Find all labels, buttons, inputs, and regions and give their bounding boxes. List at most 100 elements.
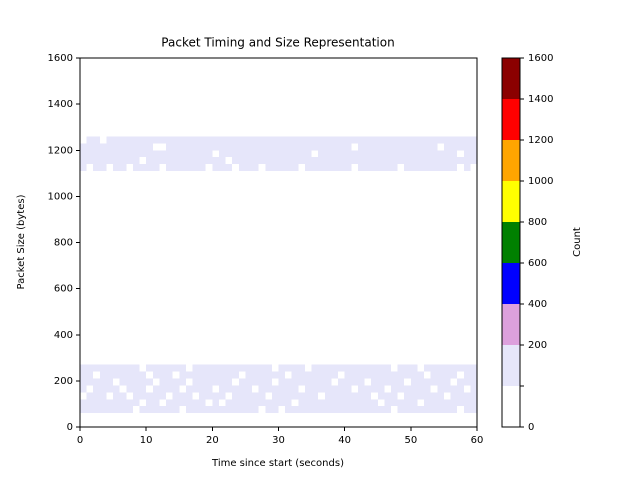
heatmap-cell [139,385,147,393]
heatmap-cell [238,136,246,144]
heatmap-cell [106,164,114,172]
heatmap-cell [205,385,213,393]
heatmap-cell [331,378,339,386]
heatmap-cell [318,406,325,414]
heatmap-cell [93,392,100,400]
heatmap-cell [331,150,339,158]
heatmap-cell [271,406,279,414]
heatmap-cell [344,143,352,151]
heatmap-cell [285,378,292,386]
heatmap-cell [179,406,186,414]
heatmap-cell [410,143,418,151]
heatmap-cell [139,399,147,407]
heatmap-cell [463,406,471,414]
heatmap-cell [205,150,213,158]
heatmap-cell [304,406,312,414]
heatmap-cell [430,164,438,172]
heatmap-cell [304,392,312,400]
heatmap-cell [450,399,458,407]
heatmap-cell [238,392,246,400]
heatmap-cell [139,378,147,386]
heatmap-cell [172,364,180,372]
heatmap-cell [106,392,114,400]
heatmap-cell [93,371,100,379]
heatmap-cell [338,136,345,144]
heatmap-cell [185,371,193,379]
heatmap-cell [166,385,173,393]
heatmap-cell [199,143,206,151]
heatmap-cell [450,143,458,151]
heatmap-cell [430,385,438,393]
heatmap-cell [199,385,206,393]
heatmap-cell [99,143,107,151]
heatmap-cell [238,157,246,165]
heatmap-cell [258,150,266,158]
heatmap-cell [450,385,458,393]
heatmap-cell [364,143,372,151]
heatmap-cell [338,406,345,414]
heatmap-cell [318,136,325,144]
heatmap-cell [278,399,286,407]
heatmap-cell [225,143,233,151]
heatmap-cell [93,385,100,393]
heatmap-cell [410,392,418,400]
x-tick-label: 10 [140,435,153,446]
heatmap-cell [430,150,438,158]
heatmap-cell [344,378,352,386]
heatmap-cell [463,136,471,144]
heatmap-cell [298,378,305,386]
heatmap-cell [172,371,180,379]
heatmap-cell [318,392,325,400]
heatmap-cell [430,406,438,414]
heatmap-cell [86,385,94,393]
heatmap-cell [390,364,398,372]
heatmap-cell [377,157,385,165]
heatmap-cell [80,385,87,393]
heatmap-cell [86,364,94,372]
heatmap-cell [212,150,219,158]
heatmap-cell [457,399,464,407]
heatmap-cell [159,164,167,172]
heatmap-cell [298,399,305,407]
heatmap-cell [324,378,332,386]
heatmap-cell [225,406,233,414]
heatmap-cell [93,378,100,386]
heatmap-cell [291,364,299,372]
heatmap-cell [390,399,398,407]
heatmap-cell [344,371,352,379]
heatmap-cell [152,399,160,407]
heatmap-cell [139,392,147,400]
heatmap-cell [450,150,458,158]
heatmap-cell [218,150,226,158]
heatmap-cell [470,378,477,386]
heatmap-cell [410,157,418,165]
heatmap-cell [86,399,94,407]
heatmap-cell [410,150,418,158]
heatmap-cell [311,385,319,393]
heatmap-cell [457,364,464,372]
heatmap-cell [430,157,438,165]
heatmap-cell [265,392,272,400]
heatmap-cell [304,136,312,144]
heatmap-cell [179,371,186,379]
heatmap-cell [146,157,153,165]
colorbar-tick-label: 1000 [528,176,553,187]
heatmap-cell [119,364,127,372]
heatmap-cell [146,392,153,400]
heatmap-cell [225,399,233,407]
heatmap-cell [443,371,451,379]
heatmap-cell [457,385,464,393]
heatmap-cell [390,385,398,393]
heatmap-cell [166,392,173,400]
heatmap-cell [99,378,107,386]
heatmap-cell [199,392,206,400]
heatmap-cell [232,136,239,144]
heatmap-cell [245,406,253,414]
heatmap-cell [417,406,425,414]
heatmap-cell [298,157,305,165]
heatmap-cell [99,392,107,400]
heatmap-cell [457,164,464,172]
heatmap-cell [113,143,120,151]
heatmap-cell [450,371,458,379]
heatmap-cell [146,378,153,386]
